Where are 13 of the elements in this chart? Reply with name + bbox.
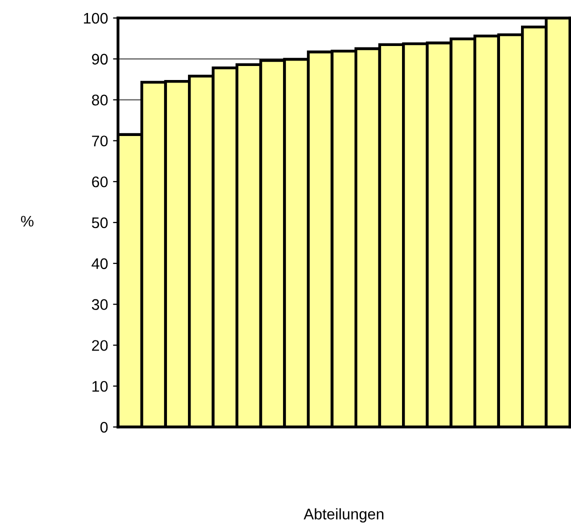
y-tick-label: 10	[92, 380, 108, 392]
y-tick-label: 30	[92, 299, 108, 310]
y-tick-label: 50	[92, 217, 108, 228]
x-axis-title: Abteilungen	[304, 508, 384, 522]
y-tick-label: 60	[92, 176, 108, 188]
y-axis-title: %	[20, 216, 34, 227]
y-tick-label: 20	[92, 340, 108, 351]
y-tick-label: 40	[92, 258, 108, 270]
y-tick-label: 80	[92, 94, 108, 106]
y-tick-label: 90	[92, 54, 108, 65]
y-tick-label: 100	[84, 12, 108, 24]
y-tick-label: 0	[100, 422, 108, 433]
y-tick-label: 70	[92, 136, 108, 146]
